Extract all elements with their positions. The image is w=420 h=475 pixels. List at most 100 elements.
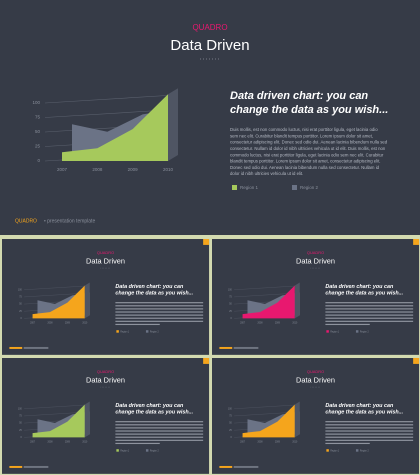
y-tick-label: 25 xyxy=(35,144,41,149)
area-side xyxy=(294,401,300,438)
y-tick-label: 50 xyxy=(19,304,22,306)
x-tick-label: 2010 xyxy=(82,322,88,324)
legend-label: Region 1 xyxy=(330,331,340,333)
legend-label: Region 1 xyxy=(120,331,130,333)
body-text-line xyxy=(115,311,204,313)
area xyxy=(242,285,295,319)
body-text: Donec sed odio dui. Aenean lacinia biben… xyxy=(230,165,380,170)
body-text-line xyxy=(325,320,414,322)
body-text-line xyxy=(115,442,160,445)
area-side xyxy=(84,282,90,319)
corner-tab xyxy=(413,239,420,245)
slide-subtitle: QUADRO xyxy=(97,250,114,255)
footer-text-line xyxy=(23,346,49,349)
body-text-line xyxy=(325,439,414,441)
grid-line xyxy=(24,285,89,290)
heading: change the data as you wish... xyxy=(230,104,388,116)
legend-swatch xyxy=(116,330,119,333)
slide-subtitle: QUADRO xyxy=(307,369,324,374)
legend-label: Region 2 xyxy=(150,331,160,333)
body-text-line xyxy=(115,308,204,310)
grid-line xyxy=(24,404,89,409)
footer-brand-line xyxy=(219,346,233,349)
x-tick-label: 2007 xyxy=(240,322,246,324)
slide-title: Data Driven xyxy=(296,376,335,385)
x-tick-label: 2010 xyxy=(82,441,88,443)
body-text-line xyxy=(115,436,204,438)
slide-title: Data Driven xyxy=(296,257,335,266)
x-tick-label: 2008 xyxy=(92,167,103,172)
body-text-line xyxy=(115,421,204,423)
legend-swatch xyxy=(355,330,359,333)
body-text: consectetur adipiscing elit. Donec sed o… xyxy=(230,140,388,145)
slide-background xyxy=(2,239,210,355)
grid-line xyxy=(44,94,176,104)
y-tick-label: 75 xyxy=(229,297,232,299)
area xyxy=(32,404,85,438)
legend-swatch xyxy=(326,449,329,452)
y-tick-label: 25 xyxy=(19,430,22,432)
slide: QUADRO Data Driven 0 25 50 75 100 2007 2008 2009 2… xyxy=(212,358,420,474)
x-tick-label: 2010 xyxy=(292,322,298,324)
body-text-line xyxy=(115,305,204,307)
x-tick-label: 2007 xyxy=(57,167,68,172)
body-text-line xyxy=(325,436,414,438)
x-tick-label: 2009 xyxy=(275,322,281,324)
legend-swatch xyxy=(116,449,119,452)
slide-title: Data Driven xyxy=(86,257,125,266)
y-tick-label: 50 xyxy=(229,423,232,425)
y-tick-label: 75 xyxy=(19,297,22,299)
body-text-line xyxy=(115,424,204,426)
heading: Data driven chart: you can xyxy=(325,284,394,290)
footer-brand-line xyxy=(9,346,23,349)
area-side xyxy=(84,401,90,438)
legend-label: Region 2 xyxy=(150,450,160,452)
area xyxy=(62,94,168,161)
corner-tab xyxy=(413,358,420,364)
y-tick-label: 100 xyxy=(32,100,40,105)
body-text-line xyxy=(325,323,370,326)
legend-swatch xyxy=(145,449,149,452)
x-tick-label: 2007 xyxy=(240,441,246,443)
y-tick-label: 100 xyxy=(18,289,22,291)
body-text-line xyxy=(325,317,414,319)
body-text: sem nec elit. Curabitur blandit tempus p… xyxy=(230,133,373,138)
heading: change the data as you wish... xyxy=(325,410,403,416)
corner-tab xyxy=(203,239,210,245)
y-tick-label: 75 xyxy=(35,115,41,120)
body-text-line xyxy=(115,317,204,319)
legend-swatch xyxy=(232,185,237,190)
y-tick-label: 25 xyxy=(19,311,22,313)
legend-label: Region 1 xyxy=(120,450,130,452)
legend-label: Region 2 xyxy=(360,331,370,333)
heading: change the data as you wish... xyxy=(115,410,193,416)
slide: QUADRO Data Driven 0 25 50 75 100 2007 2008 2009 2… xyxy=(2,239,210,355)
y-tick-label: 100 xyxy=(228,289,232,291)
slide: QUADRO Data Driven 0 25 50 75 100 2007 2008 2009 2… xyxy=(2,358,210,474)
x-tick-label: 2010 xyxy=(292,441,298,443)
area xyxy=(242,404,295,438)
x-tick-label: 2009 xyxy=(65,441,71,443)
area-side xyxy=(294,282,300,319)
y-tick-label: 0 xyxy=(230,437,232,439)
body-text-line xyxy=(115,314,204,316)
body-text-line xyxy=(115,439,204,441)
heading: Data driven chart: you can xyxy=(325,403,394,409)
y-tick-label: 100 xyxy=(18,408,22,410)
x-tick-label: 2007 xyxy=(30,322,36,324)
body-text-line xyxy=(115,323,160,326)
body-text-line xyxy=(115,433,204,435)
y-tick-label: 0 xyxy=(230,318,232,320)
body-text: blandit tempus porttitor. Lorem ipsum do… xyxy=(230,159,380,164)
heading: Data driven chart: you can xyxy=(115,403,184,409)
x-tick-label: 2007 xyxy=(30,441,36,443)
body-text-line xyxy=(325,421,414,423)
legend-label: Region 2 xyxy=(360,450,370,452)
y-tick-label: 0 xyxy=(20,437,22,439)
x-tick-label: 2008 xyxy=(258,441,264,443)
x-tick-label: 2008 xyxy=(48,322,54,324)
x-tick-label: 2009 xyxy=(128,167,139,172)
legend-swatch xyxy=(326,330,329,333)
body-text-line xyxy=(115,427,204,429)
slide: QUADRO Data Driven 0 25 50 75 100 2007 2008 2009 2… xyxy=(0,0,420,235)
